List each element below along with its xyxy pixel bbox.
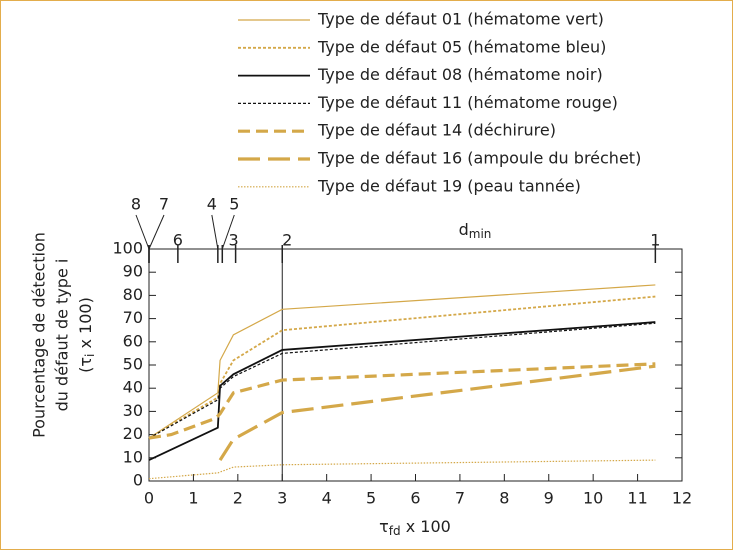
top-tick-label: 5 — [229, 195, 239, 214]
x-tick-label: 7 — [455, 489, 465, 508]
leader-line — [211, 214, 219, 250]
top-axis-label: dmin — [459, 220, 492, 241]
top-tick-label: 6 — [173, 231, 183, 250]
legend-label: Type de défaut 05 (hématome bleu) — [317, 37, 606, 56]
x-axis-label: τfd x 100 — [379, 517, 451, 538]
x-axis-label-part: x 100 — [401, 517, 451, 536]
x-tick-label: 4 — [322, 489, 332, 508]
legend-label: Type de défaut 11 (hématome rouge) — [317, 93, 618, 112]
legend-label: Type de défaut 01 (hématome vert) — [317, 10, 604, 29]
y-tick-label: 90 — [123, 262, 143, 281]
top-axis-label-part: d — [459, 220, 469, 239]
legend-label: Type de défaut 08 (hématome noir) — [317, 65, 603, 84]
top-tick-label: 4 — [207, 195, 217, 214]
y-axis-label: (τi x 100) — [76, 297, 97, 373]
leader-line — [221, 214, 235, 250]
y-tick-label: 100 — [112, 239, 143, 258]
y-axis-label-part: (τ — [76, 357, 95, 373]
leader-line — [148, 214, 165, 250]
y-tick-label: 0 — [133, 471, 143, 490]
y-tick-label: 80 — [123, 285, 143, 304]
top-tick-label: 3 — [229, 231, 239, 250]
y-tick-label: 60 — [123, 331, 143, 350]
top-tick-label: 1 — [650, 231, 660, 250]
top-axis-label-part: min — [469, 227, 492, 241]
x-tick-label: 11 — [627, 489, 647, 508]
x-tick-label: 5 — [366, 489, 376, 508]
y-axis-label: du défaut de type i — [53, 259, 72, 412]
x-tick-label: 6 — [410, 489, 420, 508]
legend-label: Type de défaut 16 (ampoule du bréchet) — [317, 149, 641, 168]
series-line — [148, 459, 656, 480]
y-tick-label: 30 — [123, 401, 143, 420]
y-tick-label: 20 — [123, 424, 143, 443]
x-axis-label-part: fd — [389, 524, 401, 538]
x-tick-label: 8 — [499, 489, 509, 508]
series-line — [148, 295, 656, 439]
y-tick-label: 40 — [123, 378, 143, 397]
x-tick-label: 12 — [672, 489, 692, 508]
y-axis-label-part: i — [83, 354, 97, 357]
y-tick-label: 50 — [123, 355, 143, 374]
x-axis-label-part: τ — [379, 517, 389, 536]
top-tick-label: 8 — [131, 195, 141, 214]
x-tick-label: 0 — [144, 489, 154, 508]
series-line — [148, 284, 656, 439]
top-tick-label: 7 — [159, 195, 169, 214]
x-tick-label: 10 — [583, 489, 603, 508]
series-line — [148, 322, 656, 439]
y-tick-label: 10 — [123, 447, 143, 466]
leader-line — [135, 214, 150, 250]
y-tick-label: 70 — [123, 308, 143, 327]
y-axis-label-part: x 100) — [76, 297, 95, 353]
x-tick-label: 9 — [544, 489, 554, 508]
x-tick-label: 2 — [233, 489, 243, 508]
legend-label: Type de défaut 14 (déchirure) — [317, 121, 556, 140]
legend-label: Type de défaut 19 (peau tannée) — [317, 176, 581, 195]
series-line — [148, 362, 656, 440]
x-tick-label: 3 — [277, 489, 287, 508]
y-axis-label: Pourcentage de détection — [30, 232, 49, 438]
x-tick-label: 1 — [188, 489, 198, 508]
series-line — [218, 364, 656, 461]
top-tick-label: 2 — [282, 231, 292, 250]
series-line — [148, 321, 656, 461]
